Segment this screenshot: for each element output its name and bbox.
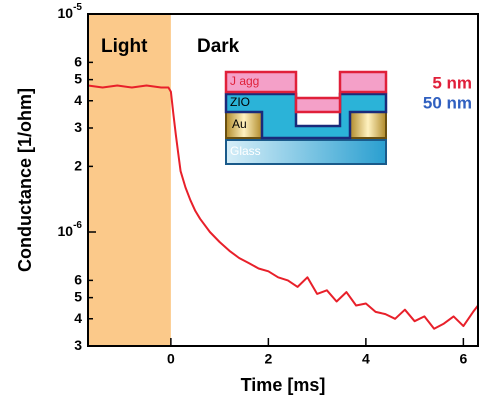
inset-label: ZIO — [230, 95, 250, 109]
y-tick-label: 5 — [74, 288, 82, 304]
zio-layer — [224, 92, 388, 140]
x-tick-label: 2 — [264, 351, 272, 367]
y-tick-label-base: 6 — [74, 271, 82, 287]
y-tick-label-base: 4 — [74, 309, 82, 325]
y-tick-label-exponent: -6 — [73, 220, 82, 231]
y-tick-label: 6 — [74, 53, 82, 69]
y-tick-label-base: 2 — [74, 157, 82, 173]
y-tick-label-exponent: -5 — [73, 2, 82, 13]
plot-frame — [87, 13, 479, 347]
x-tick-label: 6 — [459, 351, 467, 367]
inset-diagram: J agg ZIO Au Glass 5 nm 50 nm — [224, 70, 472, 165]
data-line — [87, 84, 479, 330]
y-tick-label-base: 3 — [74, 337, 82, 353]
x-tick-label: 0 — [167, 351, 175, 367]
annotation: Light — [101, 36, 148, 57]
inset-label: J agg — [230, 74, 259, 88]
y-tick-label: 2 — [74, 157, 82, 173]
y-tick-label: 5 — [74, 70, 82, 86]
y-tick-label: 3 — [74, 337, 82, 353]
y-tick-label-base: 10 — [58, 5, 74, 21]
inset-label: Glass — [230, 144, 261, 158]
y-tick-label-base: 3 — [74, 119, 82, 135]
x-axis-label: Time [ms] — [241, 375, 326, 395]
y-tick-label-base: 4 — [74, 91, 82, 107]
y-axis-label: Conductance [1/ohm] — [15, 88, 35, 272]
x-tick-label: 4 — [362, 351, 370, 367]
thickness-label: 50 nm — [423, 93, 472, 112]
y-tick-label-base: 5 — [74, 70, 82, 86]
y-tick-label: 10-5 — [58, 2, 83, 21]
thickness-label: 5 nm — [432, 73, 472, 92]
y-tick-label: 4 — [74, 91, 82, 107]
jagg-layer — [224, 70, 388, 114]
light-region — [88, 14, 171, 346]
glass-layer — [225, 139, 387, 165]
y-tick-label: 4 — [74, 309, 82, 325]
au-right — [349, 111, 387, 139]
y-tick-label-base: 6 — [74, 53, 82, 69]
y-tick-label-base: 10 — [58, 223, 74, 239]
annotation: Dark — [197, 36, 240, 57]
y-tick-label-base: 5 — [74, 288, 82, 304]
y-tick-label: 6 — [74, 271, 82, 287]
y-tick-label: 3 — [74, 119, 82, 135]
y-tick-label: 10-6 — [58, 220, 83, 239]
inset-label: Au — [232, 117, 247, 131]
